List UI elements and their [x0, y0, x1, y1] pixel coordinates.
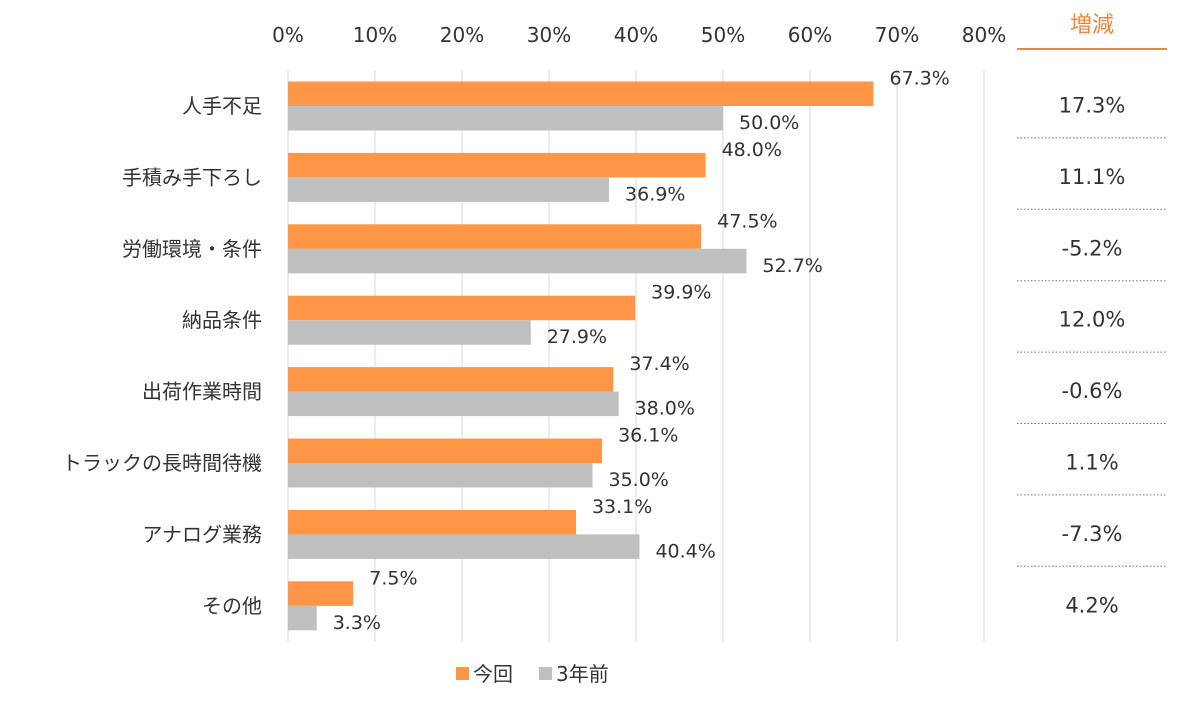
data-label-current: 7.5% — [369, 567, 417, 589]
category-label: 手積み手下ろし — [122, 165, 262, 189]
legend-swatch-current — [456, 667, 469, 680]
x-tick-label: 40% — [614, 23, 658, 47]
category-label: 人手不足 — [182, 94, 262, 118]
bar-current — [288, 152, 706, 178]
bar-3-years-ago — [288, 106, 723, 131]
data-label-3-years-ago: 35.0% — [609, 469, 669, 491]
legend-label-3-years-ago: 3年前 — [556, 662, 609, 686]
diff-value: 12.0% — [1059, 308, 1126, 332]
category-label: トラックの長時間待機 — [62, 451, 262, 475]
bar-3-years-ago — [288, 605, 317, 631]
x-tick-label: 60% — [788, 23, 832, 47]
x-tick-label: 80% — [962, 23, 1006, 47]
category-label: 労働環境・条件 — [122, 237, 262, 261]
category-label: アナログ業務 — [142, 522, 262, 546]
data-label-3-years-ago: 50.0% — [739, 112, 799, 134]
x-tick-label: 50% — [701, 23, 745, 47]
diff-value: 17.3% — [1059, 94, 1126, 118]
data-label-3-years-ago: 38.0% — [635, 398, 695, 420]
bar-3-years-ago — [288, 463, 593, 488]
diff-value: 1.1% — [1065, 451, 1118, 475]
data-label-current: 47.5% — [717, 210, 777, 232]
bar-current — [288, 438, 603, 463]
category-label: 納品条件 — [182, 308, 262, 332]
data-label-3-years-ago: 40.4% — [655, 540, 715, 562]
diff-value: -5.2% — [1062, 236, 1123, 260]
data-label-current: 39.9% — [651, 282, 711, 304]
x-tick-label: 30% — [527, 23, 571, 47]
bar-3-years-ago — [288, 534, 640, 559]
diff-value: -0.6% — [1062, 379, 1123, 403]
x-tick-label: 70% — [875, 23, 919, 47]
bar-3-years-ago — [288, 391, 619, 417]
category-label: 出荷作業時間 — [142, 380, 262, 404]
bar-3-years-ago — [288, 177, 610, 202]
diff-header: 増減 — [1070, 13, 1114, 38]
bar-current — [288, 581, 354, 606]
legend-swatch-3-years-ago — [539, 667, 552, 680]
bar-3-years-ago — [288, 248, 747, 274]
category-label: その他 — [202, 594, 262, 618]
diff-value: -7.3% — [1062, 522, 1123, 546]
data-label-current: 36.1% — [618, 425, 678, 447]
diff-value: 11.1% — [1059, 165, 1126, 189]
bar-current — [288, 224, 702, 249]
data-label-current: 67.3% — [890, 68, 950, 90]
bar-current — [288, 509, 576, 535]
bar-current — [288, 81, 874, 106]
bar-3-years-ago — [288, 320, 531, 345]
data-label-current: 48.0% — [722, 139, 782, 161]
data-label-current: 37.4% — [629, 353, 689, 375]
data-label-current: 33.1% — [592, 496, 652, 518]
x-tick-label: 20% — [440, 23, 484, 47]
data-label-3-years-ago: 3.3% — [333, 612, 381, 634]
x-tick-label: 10% — [353, 23, 397, 47]
data-label-3-years-ago: 27.9% — [547, 326, 607, 348]
diff-value: 4.2% — [1065, 593, 1118, 617]
x-tick-label: 0% — [272, 23, 304, 47]
bar-current — [288, 367, 614, 392]
data-label-3-years-ago: 52.7% — [762, 255, 822, 277]
bar-current — [288, 295, 636, 321]
data-label-3-years-ago: 36.9% — [625, 183, 685, 205]
legend-label-current: 今回 — [473, 662, 513, 686]
